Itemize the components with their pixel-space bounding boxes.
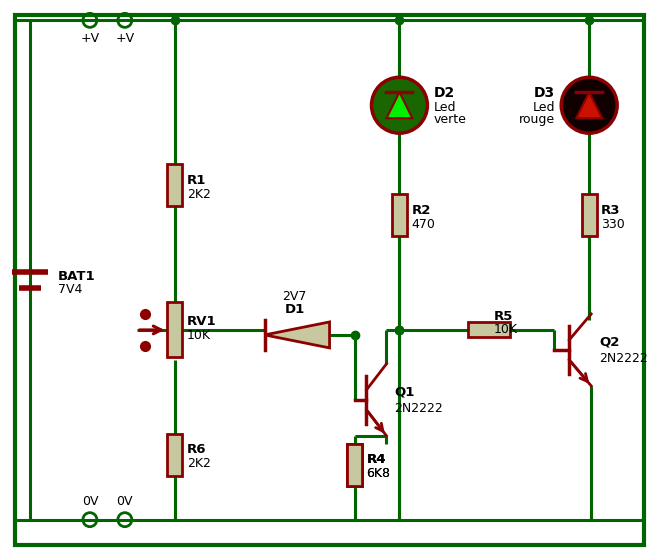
Text: R6: R6	[187, 444, 206, 456]
Text: 6K8: 6K8	[366, 467, 391, 480]
Text: D1: D1	[284, 303, 305, 316]
Bar	[581, 194, 597, 236]
Text: 2V7: 2V7	[282, 290, 307, 303]
Text: verte: verte	[434, 113, 466, 126]
Text: 2K2: 2K2	[187, 458, 211, 470]
Text: 2N2222: 2N2222	[395, 402, 444, 415]
Text: Q1: Q1	[395, 386, 415, 399]
Text: 7V4: 7V4	[58, 283, 82, 296]
Text: Led: Led	[434, 101, 456, 114]
Text: R1: R1	[187, 174, 206, 186]
Circle shape	[372, 77, 428, 133]
Bar	[167, 434, 182, 476]
Text: 470: 470	[411, 218, 436, 231]
Bar	[469, 323, 510, 338]
Polygon shape	[265, 322, 329, 348]
Polygon shape	[387, 92, 412, 118]
Text: 2K2: 2K2	[187, 188, 211, 200]
Text: Q2: Q2	[599, 336, 620, 349]
Text: R4: R4	[366, 453, 386, 466]
Text: 330: 330	[601, 218, 625, 231]
Text: D3: D3	[534, 86, 555, 100]
Circle shape	[561, 77, 617, 133]
Text: 0V: 0V	[117, 495, 133, 508]
Text: Led: Led	[533, 101, 555, 114]
Bar	[347, 444, 362, 486]
Bar	[347, 444, 362, 486]
Text: +V: +V	[115, 32, 135, 45]
Bar	[167, 164, 182, 206]
Text: 10K: 10K	[493, 324, 517, 337]
Text: rouge: rouge	[519, 113, 555, 126]
Text: 0V: 0V	[82, 495, 98, 508]
Text: 2N2222: 2N2222	[599, 352, 648, 365]
Text: R4: R4	[366, 453, 386, 466]
Bar	[167, 302, 182, 357]
Text: 6K8: 6K8	[366, 467, 391, 480]
Text: R3: R3	[601, 204, 620, 217]
Text: +V: +V	[81, 32, 100, 45]
Text: R2: R2	[411, 204, 431, 217]
Polygon shape	[576, 92, 602, 118]
Bar	[392, 194, 407, 236]
Text: RV1: RV1	[187, 315, 216, 328]
Text: BAT1: BAT1	[58, 269, 96, 282]
Text: R5: R5	[493, 310, 513, 324]
Text: 10K: 10K	[187, 329, 211, 342]
Text: D2: D2	[434, 86, 455, 100]
